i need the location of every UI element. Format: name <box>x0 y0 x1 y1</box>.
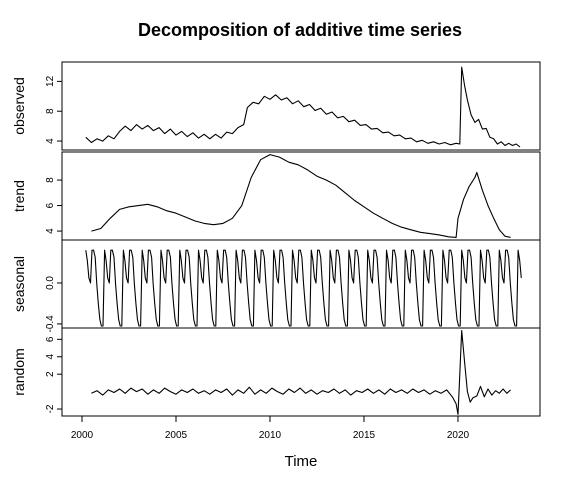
x-tick-label: 2015 <box>353 430 376 441</box>
panel-random: random -2 2 4 6 <box>11 327 541 417</box>
y-tick-label-random: 4 <box>45 354 56 360</box>
y-tick-label-observed: 4 <box>45 138 56 144</box>
y-axis-label-random: random <box>11 348 27 395</box>
x-tick-label: 2000 <box>71 430 94 441</box>
x-axis-label: Time <box>285 453 318 470</box>
series-line-random <box>91 330 511 415</box>
chart-panels: observed 4 8 12 trend 4 6 8 seasonal -0.4 0.0 rando… <box>11 61 541 417</box>
y-tick-label-trend: 8 <box>45 177 56 183</box>
series-line-seasonal <box>85 249 522 327</box>
y-tick-label-trend: 6 <box>45 202 56 208</box>
x-axis: 2000 2005 2010 2015 2020 <box>71 415 470 441</box>
y-axis-label-seasonal: seasonal <box>11 256 27 312</box>
panel-seasonal: seasonal -0.4 0.0 <box>11 239 541 333</box>
series-line-trend <box>91 154 511 238</box>
y-axis-label-trend: trend <box>11 180 27 212</box>
y-tick-label-random: 2 <box>45 371 56 377</box>
panel-frame-observed <box>61 61 541 151</box>
panel-trend: trend 4 6 8 <box>11 151 541 241</box>
chart-title: Decomposition of additive time series <box>138 20 462 40</box>
series-line-observed <box>85 66 521 148</box>
x-tick-label: 2020 <box>447 430 470 441</box>
x-tick-label: 2010 <box>259 430 282 441</box>
y-tick-label-trend: 4 <box>45 228 56 234</box>
y-tick-label-seasonal: 0.0 <box>45 276 56 290</box>
panel-observed: observed 4 8 12 <box>11 61 541 151</box>
y-tick-label-random: 6 <box>45 336 56 342</box>
y-tick-label-observed: 12 <box>45 75 56 87</box>
y-tick-label-seasonal: -0.4 <box>45 315 56 333</box>
panel-frame-trend <box>61 151 541 241</box>
y-tick-label-observed: 8 <box>45 108 56 114</box>
y-axis-label-observed: observed <box>11 77 27 135</box>
panel-frame-random <box>61 327 541 417</box>
x-tick-label: 2005 <box>165 430 188 441</box>
y-tick-label-random: -2 <box>45 404 56 413</box>
